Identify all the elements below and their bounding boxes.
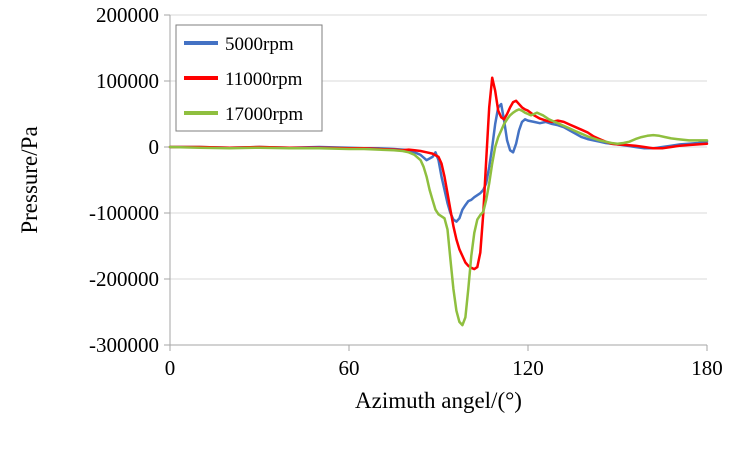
y-tick-label: 200000 (96, 3, 159, 27)
x-tick-label: 0 (165, 356, 176, 380)
y-tick-label: 100000 (96, 69, 159, 93)
legend-label-11000rpm: 11000rpm (225, 69, 303, 90)
legend-label-5000rpm: 5000rpm (225, 34, 294, 55)
x-tick-label: 120 (512, 356, 544, 380)
y-tick-label: -300000 (89, 333, 159, 357)
y-tick-label: 0 (149, 135, 160, 159)
x-tick-label: 180 (691, 356, 723, 380)
y-tick-label: -100000 (89, 201, 159, 225)
x-tick-label: 60 (339, 356, 360, 380)
legend-label-17000rpm: 17000rpm (225, 104, 303, 125)
y-axis-title: Pressure/Pa (17, 126, 42, 234)
y-tick-label: -200000 (89, 267, 159, 291)
x-axis-title: Azimuth angel/(°) (355, 388, 522, 413)
series-line-17000rpm (168, 108, 709, 327)
